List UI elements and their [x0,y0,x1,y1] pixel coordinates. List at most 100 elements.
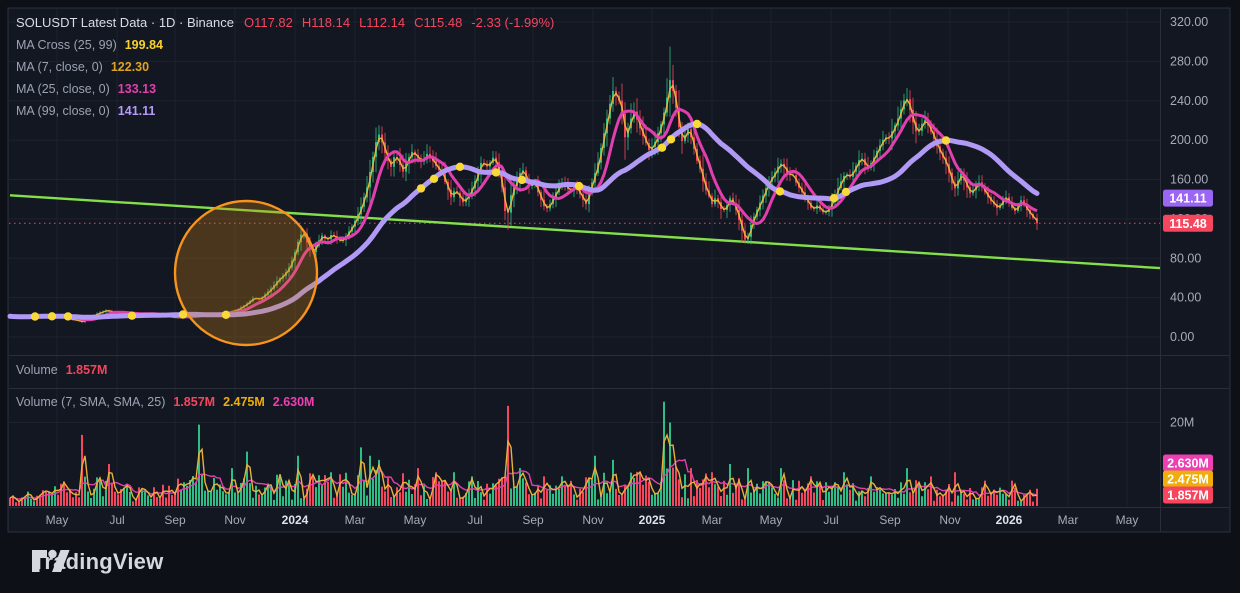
tradingview-logo[interactable]: TradingView [32,549,163,575]
price-badges: 141.11 115.48 2.630M 2.475M 1.857M [1163,189,1213,504]
ma-cross-dot [63,312,73,321]
indicator-value: 122.30 [110,60,150,74]
ma-cross-dot [178,310,188,319]
indicator-label: MA (99, close, 0) [16,104,110,118]
time-tick-label: May [1116,513,1139,527]
volume-badge [1163,470,1213,488]
time-tick-label: Jul [109,513,124,527]
price-tick-label: 240.00 [1170,94,1208,108]
volume-badge-text: 1.857M [1167,489,1209,503]
volume-badge [1163,486,1213,504]
chart-legend: SOLUSDT Latest Data · 1D · Binance O117.8… [16,12,563,122]
high-value: H118.14 [301,15,351,30]
ma-cross-dot [517,175,527,185]
time-tick-label: May [404,513,427,527]
time-tick-label: Sep [879,513,901,527]
ma99-price-badge-text: 141.11 [1169,192,1207,206]
time-tick-label: Nov [224,513,245,527]
ma-cross-dot [455,162,465,171]
open-value: O117.82 [243,15,293,30]
volume-ma-value-1: 1.857M [173,395,216,409]
change-value: -2.33 (-1.99%) [471,15,555,30]
indicator-label: MA (7, close, 0) [16,60,103,74]
indicator-row-ma7[interactable]: MA (7, close, 0) 122.30 [16,56,563,78]
ma-cross-dot [574,181,584,191]
volume-badge-text: 2.475M [1167,473,1209,487]
ma-cross-dot [429,174,439,183]
time-scale[interactable] [9,508,1160,532]
up-volume-bars [24,401,1022,506]
price-tick-label: 320.00 [1170,15,1208,29]
tradingview-logo-icon [32,549,70,572]
ohlc-values: O117.82 H118.14 L112.14 C115.48 -2.33 (-1.99… [244,15,563,30]
ma-cross-dot [30,312,40,321]
time-tick-label: Sep [164,513,186,527]
time-tick-label: Jul [467,513,482,527]
descending-trendline[interactable] [9,194,1161,270]
volume-badge-text: 2.630M [1167,457,1209,471]
ma-cross-dot [127,311,137,320]
time-tick-label: 2025 [639,513,666,527]
indicator-row-ma25[interactable]: MA (25, close, 0) 133.13 [16,78,563,100]
time-tick-label: Mar [345,513,366,527]
ma-cross-dot [692,119,702,129]
volume-legend-row[interactable]: Volume 1.857M [16,360,107,380]
volume-ma-label: Volume (7, SMA, SMA, 25) [16,395,166,409]
price-tick-label: 40.00 [1170,291,1201,305]
volume-badge [1163,454,1213,472]
ma-cross-dot [666,135,676,144]
low-value: L112.14 [359,15,406,30]
trendline-drawing[interactable] [9,194,1161,270]
ma-cross-markers [30,119,951,321]
volume-sma25-line [9,458,1038,500]
indicator-row-ma99[interactable]: MA (99, close, 0) 141.11 [16,100,563,122]
ma-cross-dot [416,184,426,193]
ma-cross-dot [841,187,851,197]
time-tick-label: Nov [582,513,603,527]
volume-histogram [9,401,1038,506]
ellipse-annotation[interactable] [173,199,319,347]
close-value: C115.48 [414,15,463,30]
time-tick-label: May [760,513,783,527]
indicator-value: 141.11 [117,104,156,118]
ma-cross-dot [775,187,785,196]
grid-lines [9,9,1160,507]
time-tick-label: Mar [702,513,723,527]
last-price-badge-text: 115.48 [1169,217,1207,231]
volume-label: Volume [16,363,58,377]
indicator-value: 133.13 [117,82,157,96]
volume-tick-label: 20M [1170,416,1194,430]
time-tick-label: May [46,513,69,527]
ma-cross-dot [221,310,231,319]
time-tick-label: Nov [939,513,960,527]
price-tick-label: 160.00 [1170,173,1208,187]
price-scale[interactable] [1161,9,1229,507]
volume-ma-legend-row[interactable]: Volume (7, SMA, SMA, 25) 1.857M 2.475M 2.63… [16,392,314,412]
ma-cross-dot [657,143,667,152]
time-tick-label: Sep [522,513,544,527]
pane-separators [9,9,1229,532]
volume-ma-value-3: 2.630M [272,395,315,409]
time-tick-label: 2024 [282,513,309,527]
price-tick-label: 0.00 [1170,330,1194,344]
time-tick-label: Jul [823,513,838,527]
time-tick-label: 2026 [996,513,1023,527]
ma-cross-dot [829,194,839,203]
time-tick-label: Mar [1058,513,1079,527]
last-price-badge [1163,214,1213,232]
volume-sma7-line [9,433,1038,503]
indicator-row-ma-cross[interactable]: MA Cross (25, 99) 199.84 [16,34,563,56]
highlight-circle[interactable] [173,199,319,347]
indicator-label: MA Cross (25, 99) [16,38,117,52]
price-tick-label: 80.00 [1170,251,1201,265]
ma-cross-dot [491,168,501,177]
volume-value: 1.857M [65,363,108,377]
indicator-label: MA (25, close, 0) [16,82,110,96]
symbol-legend-row[interactable]: SOLUSDT Latest Data · 1D · Binance O117.8… [16,12,563,34]
ma-cross-dot [47,312,57,321]
indicator-value: 199.84 [124,38,163,52]
ma99-price-badge [1163,189,1213,207]
price-tick-label: 200.00 [1170,133,1208,147]
